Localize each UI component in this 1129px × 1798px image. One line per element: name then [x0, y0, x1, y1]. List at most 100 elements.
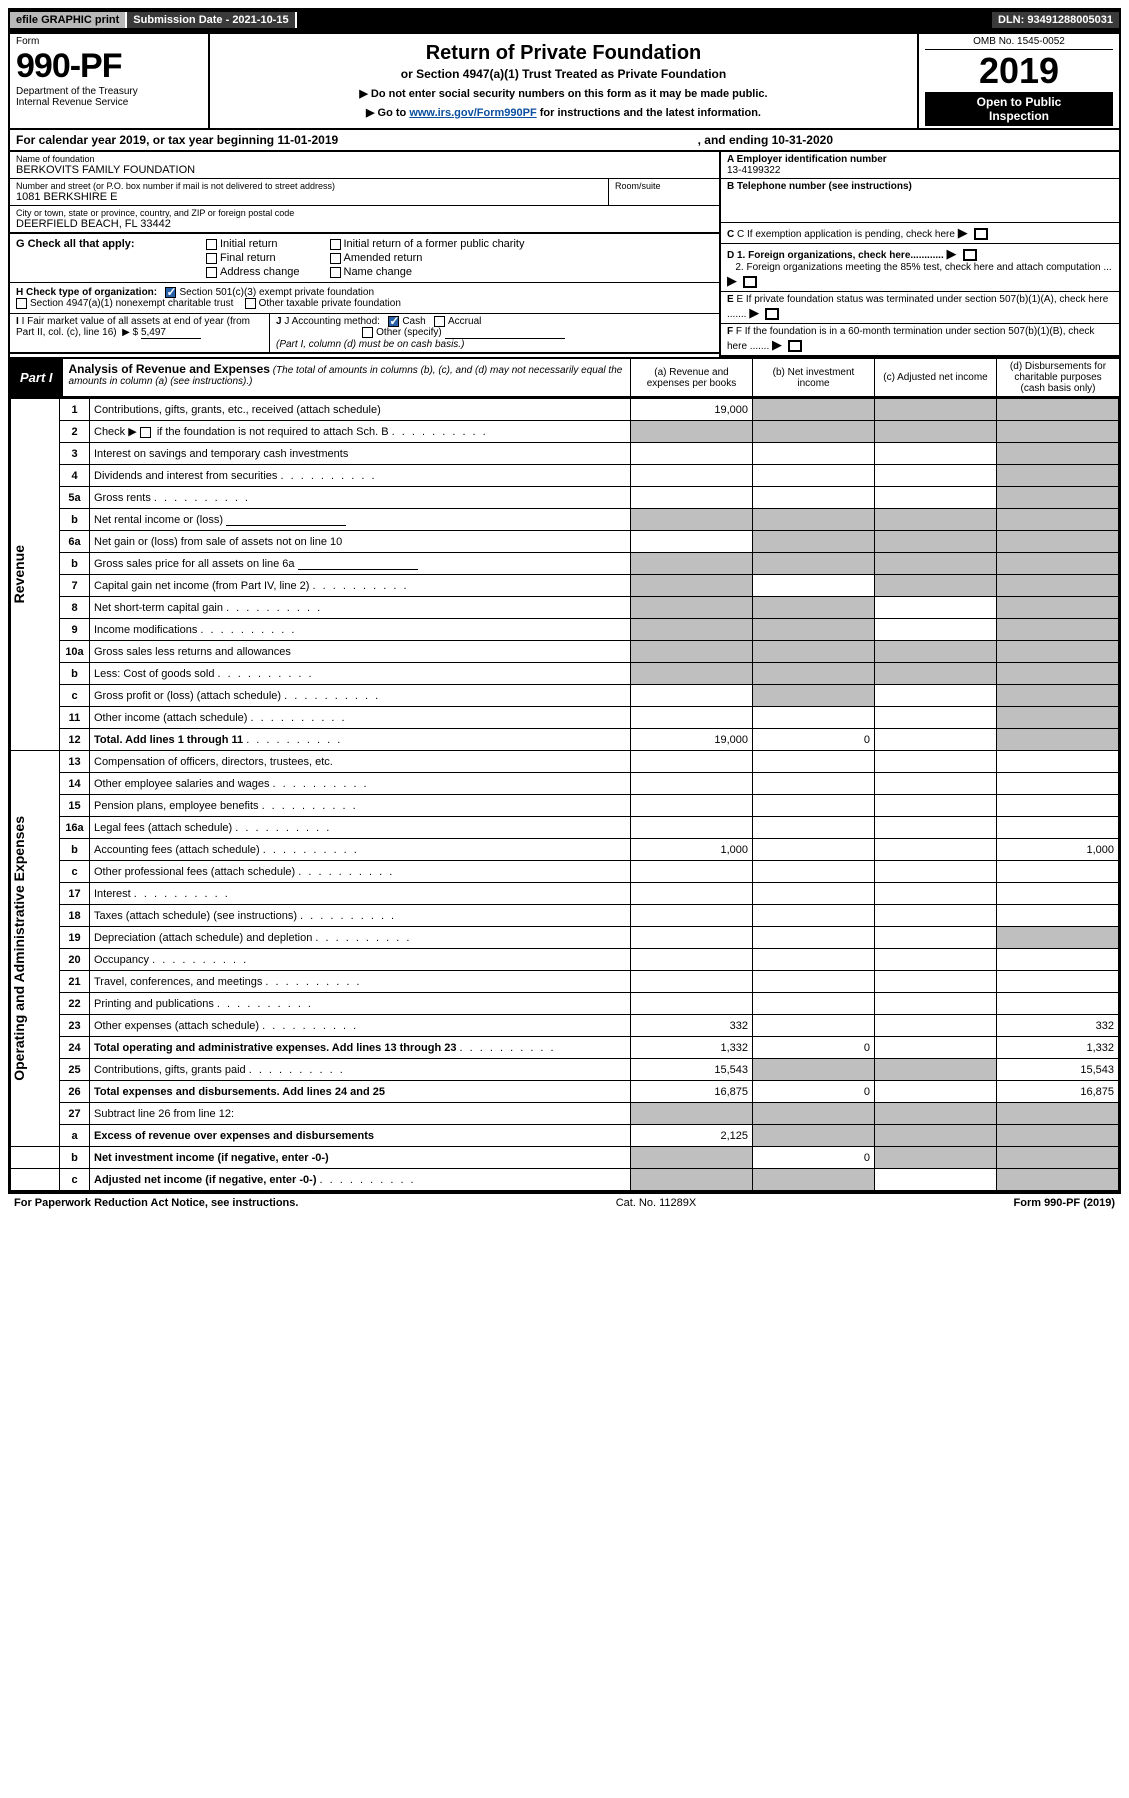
cat-number: Cat. No. 11289X	[298, 1197, 1013, 1209]
accrual-checkbox[interactable]	[434, 316, 445, 327]
c-row: C C If exemption application is pending,…	[721, 223, 1119, 244]
part1-tag: Part I	[10, 359, 63, 396]
col-d-header: (d) Disbursements for charitable purpose…	[997, 359, 1119, 396]
form-header-right: OMB No. 1545-0052 2019 Open to Public In…	[919, 34, 1119, 128]
dept-line-1: Department of the Treasury	[16, 86, 202, 97]
name-change-checkbox[interactable]	[330, 267, 341, 278]
table-row: Revenue 1 Contributions, gifts, grants, …	[11, 399, 1119, 421]
table-row: 5aGross rents	[11, 487, 1119, 509]
other-taxable-checkbox[interactable]	[245, 298, 256, 309]
table-row: bGross sales price for all assets on lin…	[11, 553, 1119, 575]
form-ref: Form 990-PF (2019)	[1014, 1197, 1116, 1209]
table-row: 17Interest	[11, 883, 1119, 905]
table-row: 3Interest on savings and temporary cash …	[11, 443, 1119, 465]
table-row: 9Income modifications	[11, 619, 1119, 641]
tax-year: 2019	[925, 50, 1113, 92]
expenses-sidebar: Operating and Administrative Expenses	[11, 816, 27, 1081]
form-title: Return of Private Foundation	[220, 42, 907, 65]
fmv-label: I I Fair market value of all assets at e…	[16, 316, 250, 338]
part1-table: Revenue 1 Contributions, gifts, grants, …	[10, 398, 1119, 1191]
room-suite-label: Room/suite	[615, 181, 713, 191]
address-change-checkbox[interactable]	[206, 267, 217, 278]
revenue-sidebar: Revenue	[11, 545, 27, 603]
table-row: 25Contributions, gifts, grants paid 15,5…	[11, 1059, 1119, 1081]
form-label: Form	[16, 36, 202, 47]
amended-return-checkbox[interactable]	[330, 253, 341, 264]
dln: DLN: 93491288005031	[992, 12, 1119, 28]
final-return-checkbox[interactable]	[206, 253, 217, 264]
phone-row: B Telephone number (see instructions)	[721, 179, 1119, 223]
f-checkbox[interactable]	[788, 340, 802, 352]
form-number: 990-PF	[16, 47, 202, 86]
e-row: E E If private foundation status was ter…	[721, 292, 1119, 324]
page-footer: For Paperwork Reduction Act Notice, see …	[8, 1193, 1121, 1212]
d2-checkbox[interactable]	[743, 276, 757, 288]
form-header-mid: Return of Private Foundation or Section …	[210, 34, 919, 128]
submission-date: Submission Date - 2021-10-15	[127, 12, 296, 28]
e-checkbox[interactable]	[765, 308, 779, 320]
table-row: bLess: Cost of goods sold	[11, 663, 1119, 685]
table-row: 18Taxes (attach schedule) (see instructi…	[11, 905, 1119, 927]
table-row: 8Net short-term capital gain	[11, 597, 1119, 619]
table-row: 12Total. Add lines 1 through 11 19,0000	[11, 729, 1119, 751]
d-row: D 1. Foreign organizations, check here..…	[721, 244, 1119, 292]
table-row: Operating and Administrative Expenses 13…	[11, 751, 1119, 773]
table-row: 16aLegal fees (attach schedule)	[11, 817, 1119, 839]
501c3-checkbox[interactable]	[165, 287, 176, 298]
entity-section: Name of foundation BERKOVITS FAMILY FOUN…	[10, 152, 1119, 357]
col-c-header: (c) Adjusted net income	[875, 359, 997, 396]
4947-checkbox[interactable]	[16, 298, 27, 309]
table-row: 4Dividends and interest from securities	[11, 465, 1119, 487]
table-row: cOther professional fees (attach schedul…	[11, 861, 1119, 883]
dept-line-2: Internal Revenue Service	[16, 97, 202, 108]
form-header-left: Form 990-PF Department of the Treasury I…	[10, 34, 210, 128]
instruction-2: ▶ Go to www.irs.gov/Form990PF for instru…	[220, 106, 907, 119]
other-method-checkbox[interactable]	[362, 327, 373, 338]
c-checkbox[interactable]	[974, 228, 988, 240]
i-j-row: I I Fair market value of all assets at e…	[10, 314, 719, 353]
table-row: 20Occupancy	[11, 949, 1119, 971]
calendar-year-row: For calendar year 2019, or tax year begi…	[10, 128, 1119, 152]
initial-former-checkbox[interactable]	[330, 239, 341, 250]
cash-checkbox[interactable]	[388, 316, 399, 327]
table-row: 11Other income (attach schedule)	[11, 707, 1119, 729]
col-b-header: (b) Net investment income	[753, 359, 875, 396]
form-container: Form 990-PF Department of the Treasury I…	[8, 32, 1121, 1193]
table-row: 7Capital gain net income (from Part IV, …	[11, 575, 1119, 597]
table-row: 22Printing and publications	[11, 993, 1119, 1015]
form990pf-link[interactable]: www.irs.gov/Form990PF	[409, 107, 536, 119]
address-row: Number and street (or P.O. box number if…	[10, 179, 719, 206]
table-row: bAccounting fees (attach schedule) 1,000…	[11, 839, 1119, 861]
form-subtitle: or Section 4947(a)(1) Trust Treated as P…	[220, 67, 907, 81]
table-row: 6aNet gain or (loss) from sale of assets…	[11, 531, 1119, 553]
table-row: cGross profit or (loss) (attach schedule…	[11, 685, 1119, 707]
ein-row: A Employer identification number 13-4199…	[721, 152, 1119, 179]
schb-checkbox[interactable]	[140, 427, 151, 438]
table-row: bNet rental income or (loss)	[11, 509, 1119, 531]
table-row: 26Total expenses and disbursements. Add …	[11, 1081, 1119, 1103]
table-row: bNet investment income (if negative, ent…	[11, 1147, 1119, 1169]
part1-header: Part I Analysis of Revenue and Expenses …	[10, 357, 1119, 398]
d1-checkbox[interactable]	[963, 249, 977, 261]
initial-return-checkbox[interactable]	[206, 239, 217, 250]
top-bar: efile GRAPHIC print Submission Date - 20…	[8, 8, 1121, 32]
h-org-type: H Check type of organization: Section 50…	[10, 283, 719, 314]
city-row: City or town, state or province, country…	[10, 206, 719, 234]
table-row: 23Other expenses (attach schedule) 33233…	[11, 1015, 1119, 1037]
foundation-name-row: Name of foundation BERKOVITS FAMILY FOUN…	[10, 152, 719, 179]
entity-right: A Employer identification number 13-4199…	[719, 152, 1119, 357]
col-a-header: (a) Revenue and expenses per books	[631, 359, 753, 396]
table-row: 27Subtract line 26 from line 12:	[11, 1103, 1119, 1125]
entity-left: Name of foundation BERKOVITS FAMILY FOUN…	[10, 152, 719, 357]
table-row: 14Other employee salaries and wages	[11, 773, 1119, 795]
efile-label[interactable]: efile GRAPHIC print	[10, 12, 127, 28]
instruction-1: ▶ Do not enter social security numbers o…	[220, 87, 907, 100]
g-check-row: G Check all that apply: Initial return F…	[10, 234, 719, 283]
table-row: aExcess of revenue over expenses and dis…	[11, 1125, 1119, 1147]
table-row: 2 Check ▶ if the foundation is not requi…	[11, 421, 1119, 443]
f-row: F F If the foundation is in a 60-month t…	[721, 324, 1119, 357]
table-row: 24Total operating and administrative exp…	[11, 1037, 1119, 1059]
part1-desc: Analysis of Revenue and Expenses (The to…	[63, 359, 631, 396]
table-row: cAdjusted net income (if negative, enter…	[11, 1169, 1119, 1191]
table-row: 19Depreciation (attach schedule) and dep…	[11, 927, 1119, 949]
